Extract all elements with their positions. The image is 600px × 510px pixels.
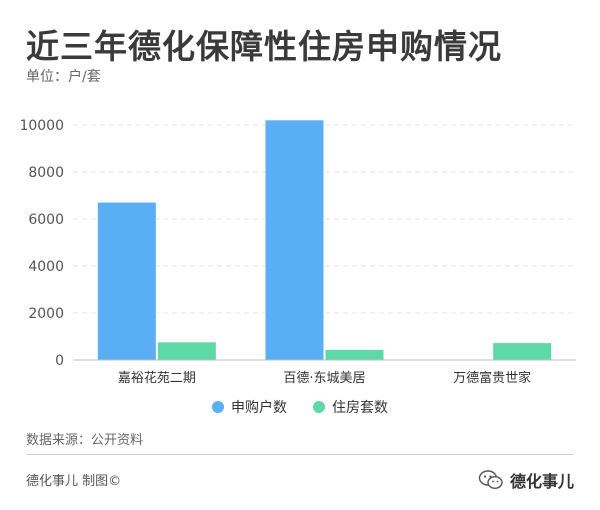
legend-label-series1: 申购户数 xyxy=(231,400,287,416)
y-tick-label: 6000 xyxy=(28,212,64,228)
x-tick-label: 万德富贵世家 xyxy=(453,370,531,386)
x-tick-label: 嘉裕花苑二期 xyxy=(118,370,196,386)
legend-swatch-series2 xyxy=(313,401,325,413)
bar-chart: 0 2000 4000 6000 8000 10000 嘉裕花苑二期 百德·东城美居 万德富贵世… xyxy=(19,118,576,386)
wechat-icon xyxy=(478,470,503,490)
watermark: 德化事儿 xyxy=(478,468,574,492)
y-tick-label: 0 xyxy=(55,353,64,369)
y-tick-label: 8000 xyxy=(28,165,64,181)
y-tick-label: 4000 xyxy=(28,259,64,275)
legend-label-series2: 住房套数 xyxy=(332,400,388,416)
bar xyxy=(157,342,216,360)
bar xyxy=(325,349,384,360)
legend-item-series2[interactable]: 住房套数 xyxy=(313,397,388,417)
credit-note: 德化事儿 制图© xyxy=(26,474,122,489)
unit-label: 单位：户/套 xyxy=(26,69,101,85)
x-tick-label: 百德·东城美居 xyxy=(283,371,365,386)
watermark-label: 德化事儿 xyxy=(509,472,574,491)
divider xyxy=(26,454,574,455)
legend: 申购户数 住房套数 xyxy=(0,397,600,417)
bar xyxy=(97,202,156,360)
source-note: 数据来源：公开资料 xyxy=(26,433,144,448)
bar xyxy=(265,120,324,360)
y-tick-label: 2000 xyxy=(28,306,64,322)
bar xyxy=(493,343,552,360)
legend-swatch-series1 xyxy=(212,401,224,413)
legend-item-series1[interactable]: 申购户数 xyxy=(212,397,287,417)
chart-title: 近三年德化保障性住房申购情况 xyxy=(26,27,502,66)
y-tick-label: 10000 xyxy=(19,118,64,134)
